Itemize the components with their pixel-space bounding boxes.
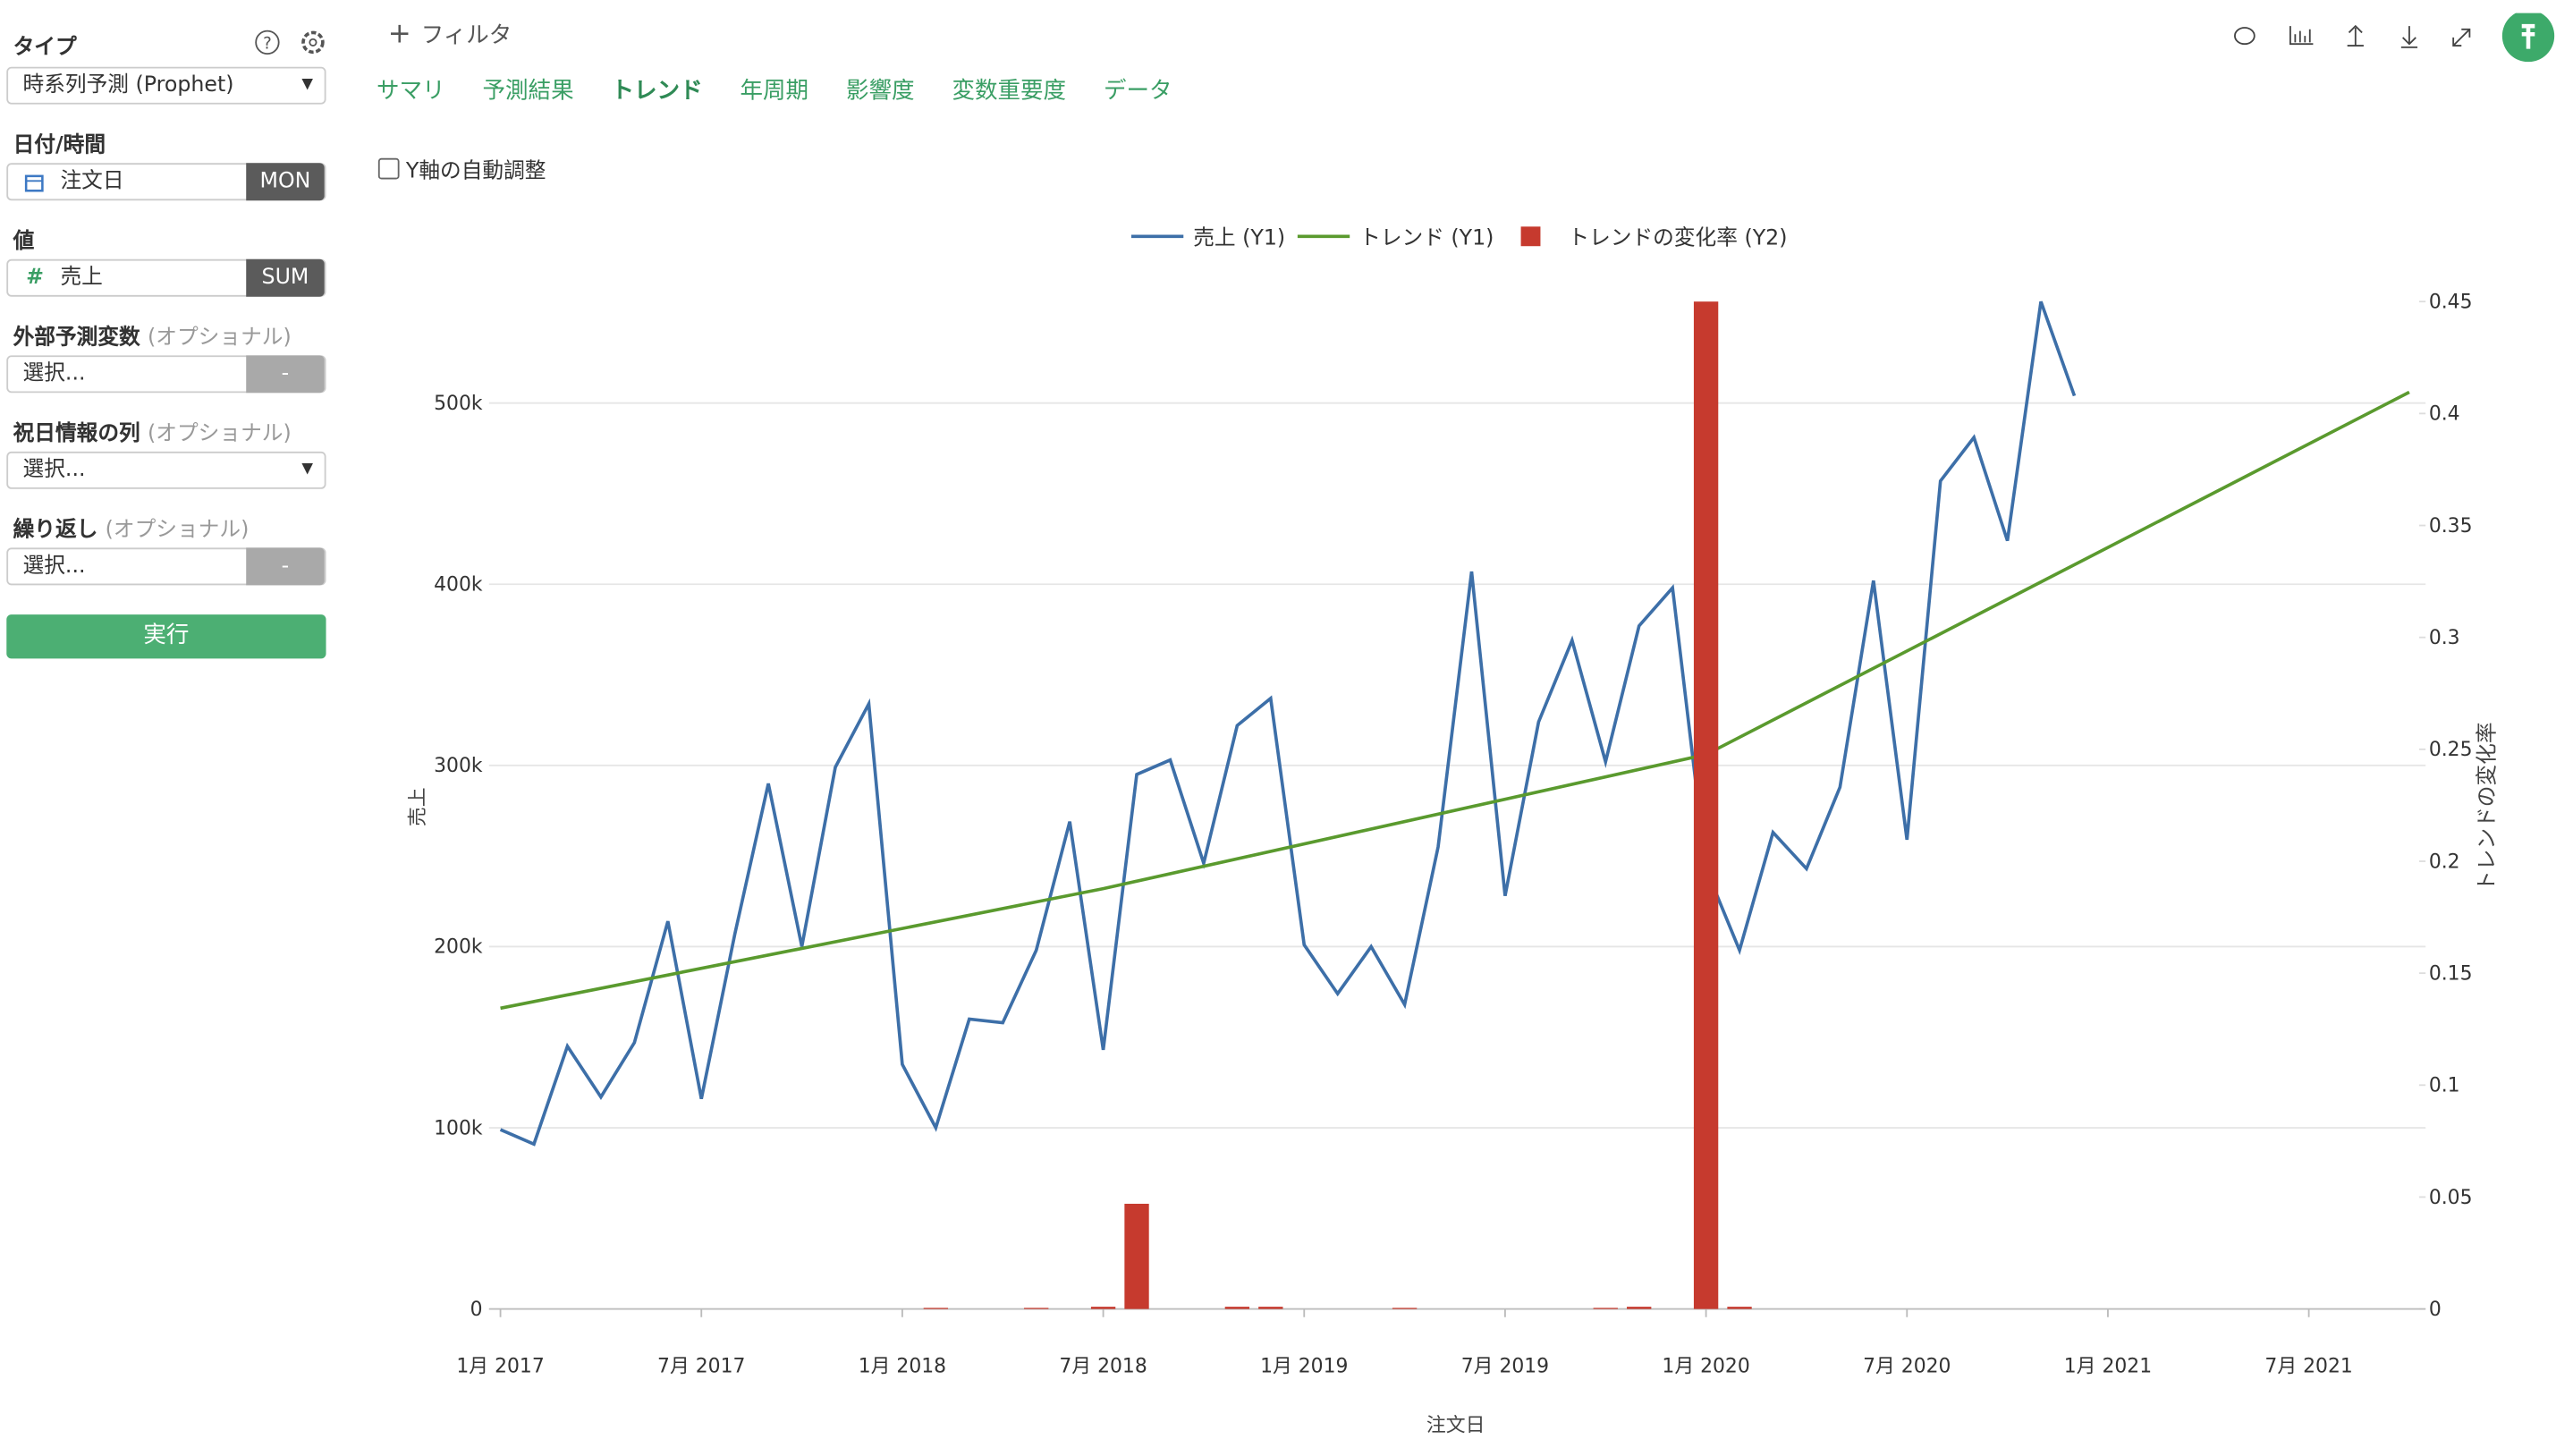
tab[interactable]: 影響度 (845, 78, 915, 105)
placeholder: 選択... (22, 554, 86, 580)
tab[interactable]: トレンド (611, 78, 703, 105)
tab[interactable]: データ (1103, 78, 1172, 105)
run-button[interactable]: 実行 (6, 614, 326, 659)
bar (1124, 1203, 1149, 1309)
tab[interactable]: 予測結果 (482, 78, 574, 105)
select[interactable]: 選択... - (6, 355, 326, 394)
legend-label: トレンド (Y1) (1359, 224, 1494, 250)
bar (1258, 1307, 1283, 1309)
bar (1727, 1307, 1752, 1309)
filter[interactable]: + フィルタ (387, 18, 512, 51)
y2-tick-label: 0.3 (2429, 627, 2460, 649)
y-tick-label: 0 (470, 1299, 483, 1321)
label: タイプ (13, 36, 77, 61)
label: 値 (13, 230, 35, 255)
legend-label: トレンドの変化率 (Y2) (1568, 224, 1787, 250)
y-tick-label: 500k (434, 393, 483, 415)
toolbar-icons[interactable] (2227, 13, 2556, 63)
x-tick-label: 1月 2018 (859, 1356, 946, 1378)
y-tick-label: 400k (434, 574, 483, 597)
label: 祝日情報の列 (オプショナル) (13, 416, 292, 447)
type-select[interactable]: 時系列予測 (Prophet) ▼ (6, 66, 326, 105)
y2-tick-label: 0.4 (2429, 403, 2460, 426)
agg[interactable]: SUM (246, 258, 325, 297)
value: 売上 (60, 266, 103, 291)
label-text: 外部予測変数 (13, 326, 140, 351)
icons[interactable]: ? (254, 28, 329, 57)
tabs: サマリ 予測結果 トレンド 年周期 影響度 変数重要度 データ (377, 73, 1209, 106)
x-tick-label: 1月 2017 (456, 1356, 544, 1378)
y2-axis-title: トレンドの変化率 (2475, 722, 2500, 892)
label: 日付/時間 (13, 133, 106, 158)
tab[interactable]: サマリ (377, 78, 445, 105)
y2-tick-label: 0.1 (2429, 1075, 2460, 1097)
select[interactable]: 選択... - (6, 547, 326, 586)
x-tick-label: 7月 2020 (1863, 1356, 1951, 1378)
tab[interactable]: 変数重要度 (952, 78, 1067, 105)
x-axis-title: 注文日 (1426, 1414, 1485, 1436)
value: 時系列予測 (Prophet) (22, 73, 234, 98)
y-tick-label: 300k (434, 755, 483, 777)
y-tick-label: 100k (434, 1117, 483, 1139)
value-field[interactable]: # 売上 SUM (6, 258, 326, 297)
line (500, 390, 2410, 1011)
x-tick-label: 7月 2019 (1461, 1356, 1549, 1378)
x-tick-label: 7月 2021 (2264, 1356, 2352, 1378)
legend-swatch (1520, 226, 1541, 247)
x-tick-label: 7月 2017 (657, 1356, 745, 1378)
y2-tick-label: 0.05 (2429, 1187, 2473, 1209)
y2-tick-label: 0 (2429, 1299, 2442, 1321)
y2-tick-label: 0.15 (2429, 962, 2473, 985)
y2-tick-label: 0.45 (2429, 291, 2473, 313)
unit[interactable]: MON (246, 163, 325, 201)
x-tick-label: 1月 2019 (1260, 1356, 1348, 1378)
label: 繰り返し (オプショナル) (13, 512, 250, 543)
legend-label: 売上 (Y1) (1193, 224, 1285, 250)
y2-tick-label: 0.35 (2429, 515, 2473, 538)
button[interactable]: - (246, 355, 325, 394)
placeholder: 選択... (22, 458, 86, 483)
bar (1224, 1307, 1250, 1309)
y-tick-label: 200k (434, 936, 483, 959)
placeholder: 選択... (22, 361, 86, 386)
bar (1693, 301, 1719, 1309)
x-tick-label: 7月 2018 (1059, 1356, 1147, 1378)
label-text: 祝日情報の列 (13, 422, 140, 447)
label-hint: (オプショナル) (105, 518, 250, 543)
x-tick-label: 1月 2020 (1662, 1356, 1749, 1378)
caret: ▼ (301, 461, 313, 478)
value: 注文日 (60, 169, 124, 194)
tab[interactable]: 年周期 (740, 78, 809, 105)
filter-label: フィルタ (420, 22, 512, 49)
svg-text:?: ? (263, 35, 272, 54)
y2-tick-label: 0.2 (2429, 851, 2460, 873)
y-axis-title: 売上 (407, 787, 429, 826)
label-hint: (オプショナル) (148, 326, 292, 351)
x-tick-label: 1月 2021 (2064, 1356, 2152, 1378)
label: 外部予測変数 (オプショナル) (13, 319, 292, 351)
date-field[interactable]: 注文日 MON (6, 163, 326, 201)
bar (1627, 1307, 1652, 1309)
label-hint: (オプショナル) (148, 422, 292, 447)
bar (1090, 1307, 1116, 1309)
label-text: 繰り返し (13, 518, 98, 543)
button[interactable]: - (246, 547, 325, 586)
y2-tick-label: 0.25 (2429, 739, 2473, 761)
select[interactable]: 選択... ▼ (6, 451, 326, 489)
checkbox[interactable]: Y軸の自動調整 (377, 153, 546, 184)
line (499, 301, 2077, 1147)
checkbox-label: Y軸の自動調整 (405, 159, 546, 184)
